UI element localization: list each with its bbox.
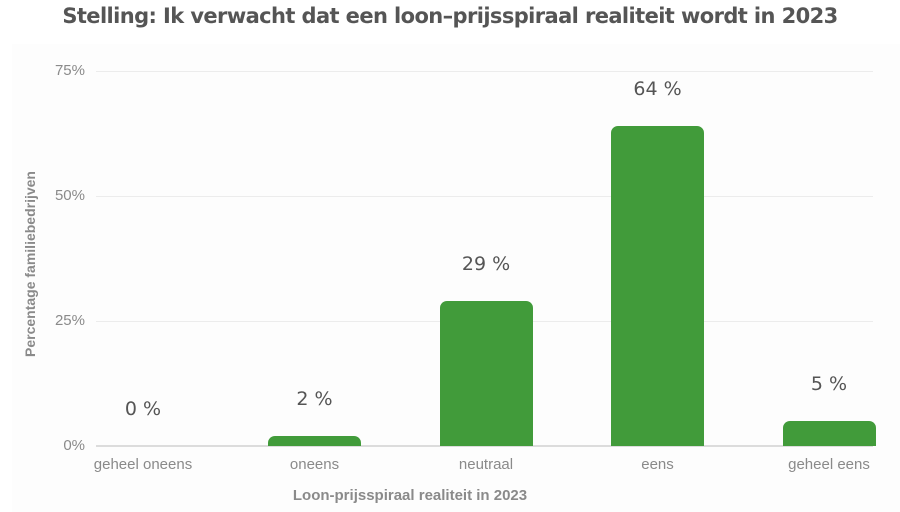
x-tick-label: eens: [641, 456, 674, 473]
x-tick-label: geheel oneens: [93, 456, 193, 473]
data-label: 64 %: [633, 78, 682, 100]
x-tick-label: neutraal: [458, 456, 514, 473]
data-label: 29 %: [461, 253, 511, 275]
bar[interactable]: [611, 126, 704, 446]
data-label: 0 %: [124, 398, 162, 420]
x-axis-label: Loon-prijsspiraal realiteit in 2023: [292, 487, 528, 504]
y-tick-label: 50%: [54, 187, 85, 204]
y-tick-label: 0%: [63, 437, 85, 454]
y-tick-label: 25%: [54, 312, 85, 329]
gridline: [96, 445, 873, 447]
data-label: 2 %: [296, 388, 333, 410]
chart-title: Stelling: Ik verwacht dat een loon–prijs…: [62, 4, 838, 28]
gridline: [96, 71, 873, 72]
gridline: [96, 196, 873, 197]
bar[interactable]: [268, 436, 361, 446]
bar[interactable]: [782, 421, 876, 446]
x-tick-label: geheel eens: [788, 456, 870, 473]
x-tick-label: oneens: [289, 456, 340, 473]
y-tick-label: 75%: [54, 62, 85, 79]
bar[interactable]: [439, 301, 533, 446]
data-label: 5 %: [810, 373, 848, 395]
